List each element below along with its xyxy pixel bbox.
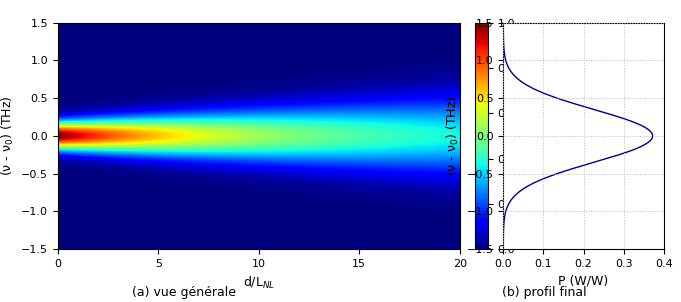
X-axis label: P (W/W): P (W/W) [558, 275, 609, 288]
Text: (a) vue générale: (a) vue générale [132, 286, 236, 299]
Text: (b) profil final: (b) profil final [503, 286, 587, 299]
Y-axis label: (ν - ν$_0$) (THz): (ν - ν$_0$) (THz) [445, 96, 461, 176]
Y-axis label: (ν - ν$_0$) (THz): (ν - ν$_0$) (THz) [0, 96, 16, 176]
X-axis label: d/L$_{NL}$: d/L$_{NL}$ [242, 275, 275, 291]
